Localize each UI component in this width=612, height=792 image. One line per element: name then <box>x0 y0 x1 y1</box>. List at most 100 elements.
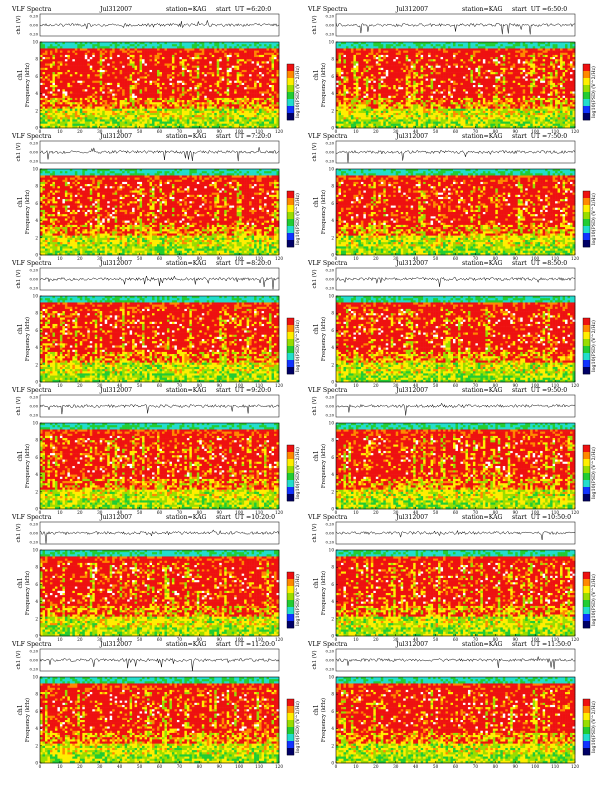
spectrogram-cell <box>239 76 242 79</box>
spectrogram-cell <box>269 97 272 101</box>
spectrogram-cell <box>201 123 205 127</box>
spectrogram-cell <box>82 50 86 54</box>
spectrogram-cell <box>196 112 200 116</box>
spectrogram-cell <box>87 110 91 114</box>
spectrogram-cell <box>127 74 130 77</box>
spectrogram-cell <box>124 85 128 88</box>
spectrogram-cell <box>89 100 93 103</box>
spectrogram-cell <box>44 44 48 47</box>
spectrogram-cell <box>127 115 130 118</box>
spectrogram-cell <box>117 67 120 71</box>
spectrogram-cell <box>69 74 73 77</box>
spectrogram-cell <box>47 52 51 56</box>
spectrogram-cell <box>261 67 265 71</box>
spectrogram-cell <box>350 115 354 118</box>
spectrogram-cell <box>383 59 387 62</box>
spectrogram-cell <box>211 115 215 118</box>
spectrogram-cell <box>129 54 133 58</box>
spectrogram-cell <box>189 63 193 66</box>
spectrogram-cell <box>127 48 130 51</box>
spectrogram-cell <box>164 65 168 69</box>
spectrogram-cell <box>144 89 148 92</box>
spectrogram-cell <box>124 61 128 64</box>
spectrogram-cell <box>216 119 220 122</box>
spectrogram-cell <box>89 95 93 99</box>
spectrogram-cell <box>64 67 68 71</box>
spectrogram-cell <box>184 115 188 118</box>
spectrogram-cell <box>186 123 190 127</box>
spectrogram-cell <box>340 48 344 51</box>
spectrogram-cell <box>104 48 108 51</box>
spectrogram-cell <box>47 63 51 66</box>
spectrogram-cell <box>345 50 349 54</box>
spectrogram-cell <box>57 82 61 86</box>
spectrogram-cell <box>186 54 190 58</box>
spectrogram-cell <box>348 102 352 105</box>
spectrogram-cell <box>186 87 190 90</box>
spectrogram-cell <box>102 95 106 99</box>
spectrogram-cell <box>400 85 404 88</box>
spectrogram-cell <box>124 82 128 86</box>
spectrogram-cell <box>139 46 143 49</box>
spectrogram-cell <box>87 123 91 127</box>
spectrogram-cell <box>196 48 200 51</box>
spectrogram-cell <box>385 119 389 122</box>
spectrogram-cell <box>398 125 402 129</box>
spectrogram-cell <box>345 63 349 66</box>
spectrogram-cell <box>119 80 123 84</box>
spectrogram-cell <box>59 100 63 103</box>
spectrogram-cell <box>161 74 165 77</box>
spectrogram-cell <box>79 72 83 75</box>
spectrogram-cell <box>249 106 252 109</box>
spectrogram-cell <box>104 117 108 120</box>
spectrogram-cell <box>236 89 240 92</box>
spectrogram-cell <box>124 59 128 62</box>
spectrogram-cell <box>393 102 397 105</box>
spectrogram-cell <box>157 115 160 118</box>
spectrogram-cell <box>57 95 61 99</box>
spectrogram-cell <box>241 121 245 124</box>
spectrogram-cell <box>77 123 81 127</box>
spectrogram-cell <box>102 117 106 120</box>
spectrogram-cell <box>132 85 135 88</box>
spectrogram-cell <box>154 89 158 92</box>
spectrogram-cell <box>129 72 133 75</box>
spectrogram-cell <box>57 74 61 77</box>
spectrogram-cell <box>154 72 158 75</box>
spectrogram-cell <box>276 76 280 79</box>
spectrogram-cell <box>360 97 364 101</box>
spectrogram-cell <box>169 97 173 101</box>
spectrogram-cell <box>72 91 76 94</box>
spectrogram-cell <box>171 42 175 45</box>
spectrogram-cell <box>271 115 275 118</box>
spectrogram-cell <box>147 44 150 47</box>
spectrogram-cell <box>196 72 200 75</box>
spectrogram-cell <box>77 67 81 71</box>
spectrogram-cell <box>134 42 138 45</box>
spectrogram-cell <box>117 54 120 58</box>
spectrogram-cell <box>92 91 96 94</box>
spectrogram-cell <box>122 50 125 54</box>
spectrogram-cell <box>269 100 272 103</box>
spectrogram-cell <box>109 78 113 81</box>
spectrogram-cell <box>171 121 175 124</box>
spectrogram-cell <box>174 54 178 58</box>
spectrogram-cell <box>353 80 357 84</box>
spectrogram-cell <box>114 69 118 73</box>
spectrogram-cell <box>152 121 155 124</box>
spectrogram-cell <box>82 87 86 90</box>
spectrogram-cell <box>92 59 96 62</box>
spectrogram-cell <box>353 87 357 90</box>
spectrogram-cell <box>241 115 245 118</box>
spectrogram-cell <box>199 78 203 81</box>
spectrogram-cell <box>229 48 232 51</box>
spectrogram-cell <box>378 44 382 47</box>
spectrogram-cell <box>114 121 118 124</box>
colorbar-segment <box>287 92 294 100</box>
spectrogram-cell <box>363 46 367 49</box>
spectrogram-cell <box>179 82 183 86</box>
spectrogram-cell <box>196 57 200 60</box>
spectrogram-cell <box>393 100 397 103</box>
spectrogram-cell <box>348 100 352 103</box>
spectrogram-cell <box>194 108 198 112</box>
